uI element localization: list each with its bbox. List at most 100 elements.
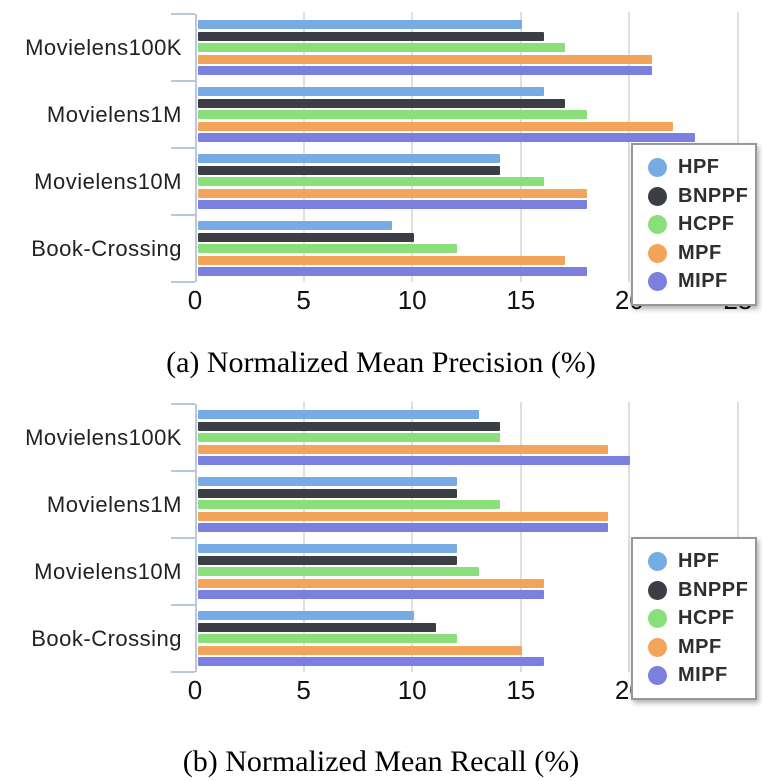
bar-mpf-movielens1m bbox=[198, 121, 674, 131]
legend-item-mipf: MIPF bbox=[648, 664, 755, 687]
recall-chart: Movielens100K Movielens1M Movielens10M Book… bbox=[0, 402, 762, 779]
y-axis-tick bbox=[171, 80, 195, 82]
legend-marker-circle-mpf bbox=[648, 637, 667, 657]
gridline-20 bbox=[628, 402, 631, 672]
precision-plot-area: HPF BNPPF HCPF MPF MIPF bbox=[171, 12, 757, 306]
bar-bnppf-book-crossing bbox=[198, 232, 414, 242]
legend-item-mipf: MIPF bbox=[648, 270, 755, 293]
bar-hcpf-book-crossing bbox=[198, 634, 458, 643]
bar-bnppf-movielens1m bbox=[198, 98, 566, 108]
category-cell: Movielens10M bbox=[0, 538, 195, 605]
legend-label-hcpf: HCPF bbox=[678, 607, 735, 629]
legend-item-mpf: MPF bbox=[648, 636, 755, 659]
precision-plot-row: Movielens100K Movielens1M Movielens10M Book… bbox=[0, 0, 762, 306]
bar-mpf-movielens10m bbox=[198, 578, 544, 588]
legend-marker-circle-hpf bbox=[648, 158, 667, 177]
bar-bnppf-movielens10m bbox=[198, 555, 458, 565]
category-cell: Movielens100K bbox=[0, 14, 195, 81]
x-tick-label-10: 10 bbox=[397, 675, 427, 705]
bar-hcpf-movielens10m bbox=[198, 567, 479, 576]
gridline-20 bbox=[628, 12, 631, 282]
recall-caption: (b) Normalized Mean Recall (%) bbox=[182, 745, 580, 778]
y-axis-tick bbox=[171, 403, 195, 405]
category-cell: Book-Crossing bbox=[0, 605, 195, 672]
legend-marker-circle-mipf bbox=[648, 666, 667, 685]
bar-hpf-movielens1m bbox=[198, 87, 544, 96]
category-cell: Movielens1M bbox=[0, 81, 195, 148]
legend-marker-circle-mpf bbox=[648, 243, 667, 263]
bar-groups bbox=[198, 14, 738, 282]
legend-marker-circle-mipf bbox=[648, 272, 667, 291]
x-tick-label-0: 0 bbox=[187, 675, 203, 705]
bar-hcpf-book-crossing bbox=[198, 244, 458, 253]
gridline-10 bbox=[411, 402, 414, 672]
category-label-movielens100k: Movielens100K bbox=[25, 424, 182, 450]
legend-marker-circle-hpf bbox=[648, 552, 667, 571]
bar-groups bbox=[198, 404, 738, 672]
recall-plot-row: Movielens100K Movielens1M Movielens10M Book… bbox=[0, 402, 762, 700]
legend-label-mipf: MIPF bbox=[678, 664, 728, 686]
gridline-5 bbox=[302, 12, 305, 282]
legend-label-bnppf: BNPPF bbox=[678, 184, 749, 207]
category-label-movielens100k: Movielens100K bbox=[25, 34, 182, 60]
legend-label-hpf: HPF bbox=[678, 550, 720, 572]
legend-item-mpf: MPF bbox=[648, 242, 755, 265]
legend-label-bnppf: BNPPF bbox=[678, 578, 749, 601]
legend-item-hcpf: HCPF bbox=[648, 213, 755, 236]
bar-hpf-movielens10m bbox=[198, 544, 458, 553]
category-label-movielens1m: Movielens1M bbox=[46, 491, 182, 517]
legend-label-hpf: HPF bbox=[678, 156, 720, 178]
bar-mpf-movielens1m bbox=[198, 511, 609, 521]
gridline-10 bbox=[411, 12, 414, 282]
bar-hpf-movielens100k bbox=[198, 20, 522, 29]
bar-bnppf-book-crossing bbox=[198, 622, 436, 632]
gridline-5 bbox=[302, 402, 305, 672]
precision-chart: Movielens100K Movielens1M Movielens10M Book… bbox=[0, 0, 762, 380]
legend-item-bnppf: BNPPF bbox=[648, 579, 755, 602]
category-label-movielens1m: Movielens1M bbox=[46, 101, 182, 127]
gridline-15 bbox=[519, 12, 522, 282]
bar-group-movielens100k bbox=[198, 14, 738, 81]
y-axis-tick bbox=[171, 671, 195, 673]
bar-mipf-movielens1m bbox=[198, 523, 609, 532]
y-axis-line bbox=[195, 14, 197, 282]
bar-hpf-book-crossing bbox=[198, 611, 414, 620]
legend-item-hcpf: HCPF bbox=[648, 607, 755, 630]
legend-label-mpf: MPF bbox=[678, 635, 722, 658]
bar-mpf-movielens100k bbox=[198, 444, 609, 454]
legend-item-bnppf: BNPPF bbox=[648, 185, 755, 208]
category-cell: Movielens10M bbox=[0, 148, 195, 215]
legend-label-mipf: MIPF bbox=[678, 270, 728, 292]
bar-mpf-movielens10m bbox=[198, 188, 587, 198]
bar-mipf-book-crossing bbox=[198, 657, 544, 666]
category-cell: Movielens100K bbox=[0, 404, 195, 471]
legend-label-hcpf: HCPF bbox=[678, 213, 735, 235]
y-axis-tick bbox=[171, 537, 195, 539]
bar-mpf-book-crossing bbox=[198, 255, 566, 265]
bar-hpf-movielens100k bbox=[198, 410, 479, 419]
recall-category-axis: Movielens100K Movielens1M Movielens10M Book… bbox=[0, 404, 195, 672]
bar-bnppf-movielens100k bbox=[198, 31, 544, 41]
bar-group-movielens1m bbox=[198, 471, 738, 538]
legend-item-hpf: HPF bbox=[648, 156, 755, 179]
x-tick-label-5: 5 bbox=[296, 675, 311, 705]
y-axis-line bbox=[195, 404, 197, 672]
bar-mipf-movielens100k bbox=[198, 66, 652, 75]
gridline-15 bbox=[519, 402, 522, 672]
bar-hcpf-movielens1m bbox=[198, 500, 501, 509]
precision-legend: HPF BNPPF HCPF MPF MIPF bbox=[631, 143, 757, 306]
recall-plot-area: HPF BNPPF HCPF MPF MIPF bbox=[171, 402, 757, 700]
bar-hcpf-movielens1m bbox=[198, 110, 587, 119]
y-axis-tick bbox=[171, 604, 195, 606]
precision-category-axis: Movielens100K Movielens1M Movielens10M Book… bbox=[0, 14, 195, 282]
category-label-movielens10m: Movielens10M bbox=[34, 168, 182, 194]
category-label-book-crossing: Book-Crossing bbox=[31, 235, 182, 261]
bar-mipf-movielens1m bbox=[198, 133, 695, 142]
y-axis-tick bbox=[171, 281, 195, 283]
x-tick-label-10: 10 bbox=[397, 285, 427, 315]
y-axis-tick bbox=[171, 147, 195, 149]
bar-mpf-movielens100k bbox=[198, 54, 652, 64]
bar-hpf-movielens10m bbox=[198, 154, 501, 163]
bar-group-book-crossing bbox=[198, 605, 738, 672]
legend-marker-circle-hcpf bbox=[648, 215, 667, 234]
